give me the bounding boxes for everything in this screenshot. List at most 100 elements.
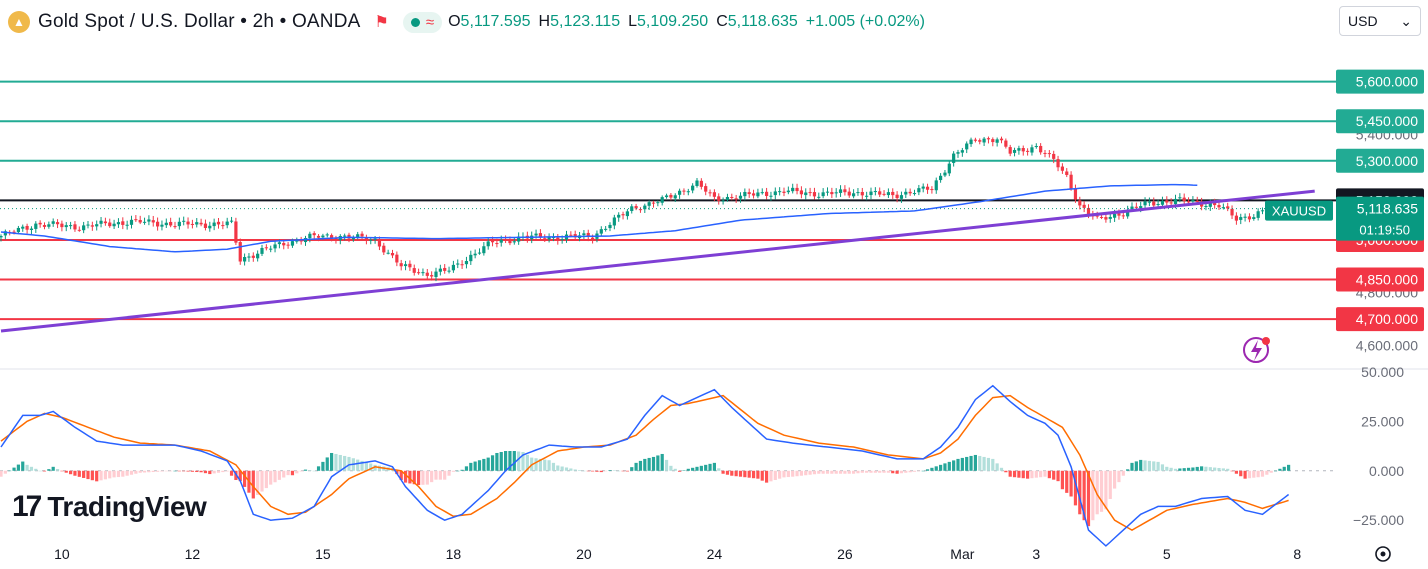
- candle-body: [1252, 217, 1256, 220]
- histogram-bar: [3, 470, 7, 474]
- candle-body: [1117, 213, 1121, 216]
- candle-body: [630, 206, 634, 211]
- candle-body: [1039, 145, 1043, 153]
- candle-body: [1108, 216, 1112, 219]
- histogram-bar: [1147, 460, 1151, 471]
- histogram-bar: [747, 470, 751, 478]
- candle-body: [316, 235, 321, 238]
- candle-body: [1060, 166, 1064, 171]
- histogram-bar: [0, 470, 3, 477]
- candle-body: [269, 248, 273, 250]
- histogram-bar: [991, 458, 995, 471]
- symbol-title[interactable]: Gold Spot / U.S. Dollar • 2h • OANDA: [38, 11, 361, 32]
- candle-body: [103, 221, 107, 224]
- market-status-pill[interactable]: ≈: [402, 11, 443, 33]
- histogram-bar: [834, 470, 838, 474]
- candle-body: [543, 238, 547, 240]
- histogram-bar: [1191, 467, 1195, 471]
- histogram-bar: [1273, 470, 1278, 472]
- candle-body: [647, 202, 651, 206]
- candle-body: [173, 226, 177, 228]
- histogram-bar: [778, 470, 782, 479]
- candle-body: [738, 195, 743, 199]
- histogram-bar: [651, 456, 656, 471]
- histogram-bar: [290, 470, 295, 476]
- candle-body: [221, 225, 225, 227]
- histogram-bar: [1130, 462, 1134, 471]
- candle-body: [121, 221, 125, 225]
- high-label: H: [538, 13, 551, 30]
- histogram-bar: [504, 451, 508, 471]
- candle-body: [1182, 197, 1186, 202]
- histogram-bar: [1108, 470, 1112, 499]
- candle-body: [865, 195, 869, 197]
- candle-body: [1026, 150, 1030, 152]
- histogram-bar: [969, 455, 973, 471]
- candle-body: [791, 187, 795, 192]
- candle-body: [51, 221, 55, 224]
- histogram-bar: [825, 470, 830, 474]
- histogram-bar: [421, 470, 425, 485]
- histogram-bar: [12, 467, 16, 471]
- candle-body: [82, 225, 86, 231]
- candle-body: [643, 205, 647, 210]
- candle-body: [1234, 215, 1238, 221]
- tradingview-logo[interactable]: 17 TradingView: [12, 490, 207, 524]
- candle-body: [199, 222, 203, 225]
- candle-body: [573, 234, 577, 238]
- histogram-bar: [699, 465, 703, 471]
- histogram-bar: [64, 470, 68, 473]
- candle-body: [773, 191, 777, 196]
- candle-body: [560, 239, 564, 241]
- candle-body: [34, 223, 38, 229]
- candle-body: [604, 228, 608, 230]
- histogram-bar: [186, 470, 190, 472]
- candle-body: [1191, 200, 1195, 202]
- candle-body: [569, 234, 573, 236]
- histogram-bar: [1104, 470, 1108, 510]
- price-badge: [1336, 307, 1424, 332]
- candle-body: [686, 191, 690, 193]
- candle-body: [216, 221, 221, 225]
- open-label: O: [448, 13, 461, 30]
- histogram-bar: [77, 470, 81, 477]
- candle-body: [356, 234, 360, 238]
- histogram-bar: [878, 470, 882, 473]
- chevron-down-icon: ⌄: [1400, 12, 1412, 29]
- histogram-bar: [1143, 460, 1147, 471]
- candle-body: [1004, 140, 1008, 147]
- candle-body: [747, 192, 751, 195]
- currency-select[interactable]: USD ⌄: [1339, 6, 1421, 36]
- histogram-bar: [138, 470, 142, 473]
- histogram-bar: [151, 470, 155, 473]
- candle-body: [90, 225, 94, 227]
- histogram-bar: [356, 459, 360, 471]
- histogram-bar: [891, 470, 895, 474]
- histogram-bar: [760, 470, 764, 481]
- histogram-bar: [490, 455, 495, 471]
- candle-body: [625, 211, 629, 217]
- candle-body: [999, 138, 1004, 141]
- histogram-bar: [369, 463, 373, 471]
- candle-body: [312, 233, 316, 236]
- candle-body: [582, 233, 586, 236]
- candle-body: [591, 237, 595, 240]
- candle-body: [1230, 208, 1234, 216]
- candle-body: [203, 223, 208, 228]
- histogram-bar: [830, 470, 834, 474]
- histogram-bar: [1060, 470, 1064, 490]
- histogram-bar: [582, 470, 586, 472]
- candle-body: [142, 221, 147, 223]
- flag-icon[interactable]: ⚑: [374, 14, 389, 31]
- settings-gear-center-icon: [1380, 551, 1386, 557]
- candle-body: [343, 235, 347, 237]
- histogram-bar: [430, 470, 434, 483]
- candle-body: [3, 231, 7, 236]
- histogram-bar: [686, 468, 690, 471]
- candle-body: [1247, 216, 1252, 220]
- settings-gear-icon: [1375, 546, 1391, 562]
- candle-body: [308, 233, 312, 239]
- candle-body: [860, 191, 864, 196]
- price-badge: [1336, 69, 1424, 94]
